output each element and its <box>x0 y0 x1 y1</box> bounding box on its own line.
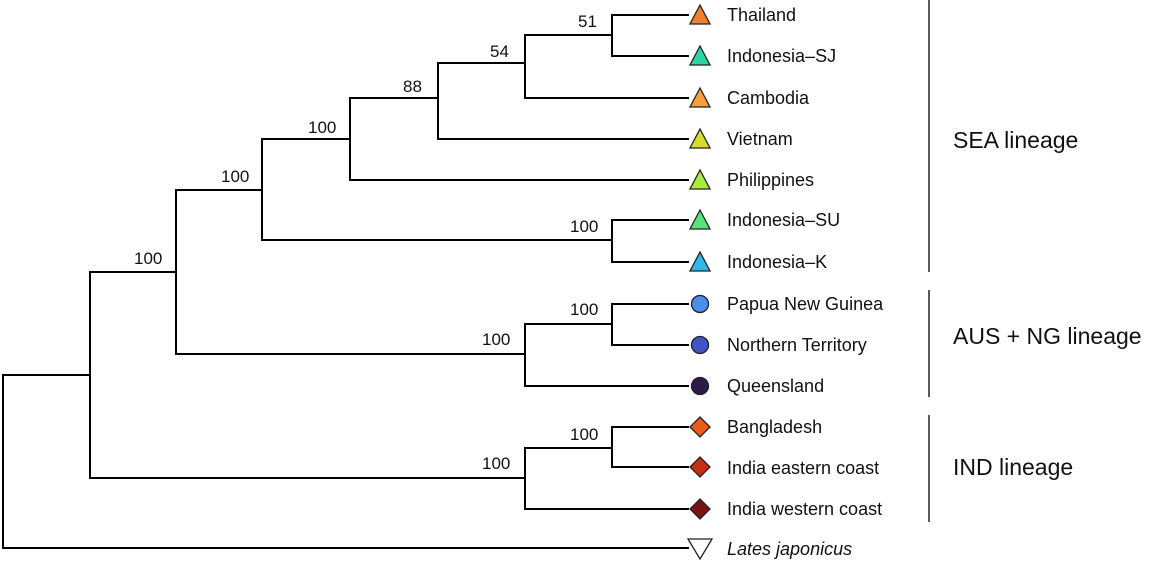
tip-label-indonesia-su: Indonesia–SU <box>727 210 840 230</box>
lineage-brackets: SEA lineage AUS + NG lineage IND lineage <box>928 0 1142 522</box>
tip-label-indonesia-sj: Indonesia–SJ <box>727 46 836 66</box>
diamond-marker <box>689 456 711 478</box>
support-label: 88 <box>403 77 422 96</box>
branch-root <box>2 374 689 549</box>
tip-label-queensland: Queensland <box>727 376 824 396</box>
tip-label-bangladesh: Bangladesh <box>727 417 822 437</box>
tip-labels: Thailand Indonesia–SJ Cambodia Vietnam P… <box>727 5 884 559</box>
support-label: 100 <box>134 249 162 268</box>
tip-label-papua-new-guinea: Papua New Guinea <box>727 294 884 314</box>
branch-bangladesh-east <box>611 426 689 468</box>
triangle-up-marker <box>688 3 712 25</box>
support-label: 100 <box>570 425 598 444</box>
tip-label-indonesia-k: Indonesia–K <box>727 252 827 272</box>
tip-label-cambodia: Cambodia <box>727 88 810 108</box>
support-label: 100 <box>570 300 598 319</box>
branch-sea-mainland <box>349 97 689 181</box>
branch-png-nt <box>611 303 689 346</box>
circle-marker <box>690 335 710 355</box>
branch-node-51 <box>611 14 689 57</box>
diamond-marker <box>689 498 711 520</box>
tip-label-india-western-coast: India western coast <box>727 499 882 519</box>
sea-lineage-label: SEA lineage <box>953 127 1078 153</box>
tip-label-thailand: Thailand <box>727 5 796 25</box>
support-label: 54 <box>490 42 509 61</box>
diamond-marker <box>689 416 711 438</box>
tip-label-philippines: Philippines <box>727 170 814 190</box>
triangle-down-marker <box>686 538 714 561</box>
triangle-up-marker <box>688 250 712 272</box>
branch-sea-aus <box>175 189 526 355</box>
tip-markers <box>686 3 714 561</box>
circle-marker <box>690 376 710 396</box>
support-label: 100 <box>482 454 510 473</box>
tip-label-vietnam: Vietnam <box>727 129 793 149</box>
support-label: 100 <box>570 217 598 236</box>
support-label: 51 <box>578 12 597 31</box>
support-values: 51 54 88 100 100 100 100 100 100 100 100 <box>134 12 598 473</box>
triangle-up-marker <box>688 168 712 190</box>
tip-label-northern-territory: Northern Territory <box>727 335 867 355</box>
branch-aus-ng <box>524 323 689 387</box>
branch-node-88 <box>437 62 689 140</box>
branch-ind <box>524 447 689 510</box>
aus-ng-lineage-label: AUS + NG lineage <box>953 323 1142 349</box>
branch-sea <box>261 138 613 241</box>
tip-label-india-eastern-coast: India eastern coast <box>727 458 879 478</box>
support-label: 100 <box>482 330 510 349</box>
triangle-up-marker <box>688 86 712 108</box>
branch-ingroup <box>89 271 526 479</box>
triangle-up-marker <box>688 127 712 149</box>
support-label: 100 <box>308 118 336 137</box>
triangle-up-marker <box>688 208 712 230</box>
branch-indonesia-su-k <box>611 219 689 263</box>
branch-node-54 <box>524 34 689 99</box>
support-label: 100 <box>221 167 249 186</box>
ind-lineage-label: IND lineage <box>953 454 1073 480</box>
tip-label-lates-japonicus: Lates japonicus <box>727 539 852 559</box>
circle-marker <box>690 294 710 314</box>
tree-branches <box>2 14 689 549</box>
triangle-up-marker <box>688 44 712 66</box>
